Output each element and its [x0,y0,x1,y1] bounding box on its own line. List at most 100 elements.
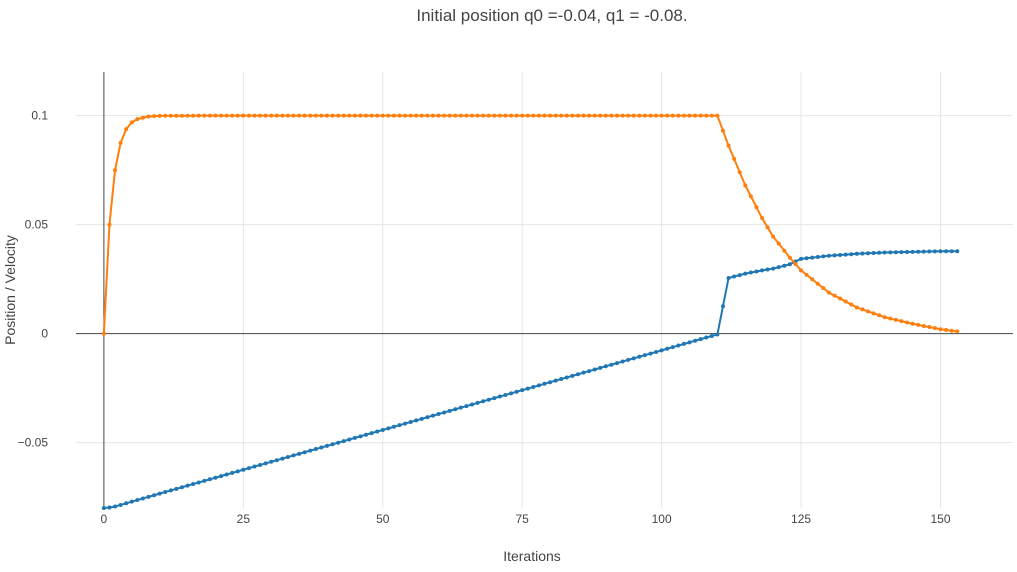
series-point [642,353,647,358]
series-point [916,322,921,327]
series-point [430,413,435,418]
series-point [665,346,670,351]
series-point [224,113,229,118]
series-point [274,458,279,463]
series-point [146,494,151,499]
series-point [113,168,118,173]
series-point [414,113,419,118]
series-point [542,113,547,118]
series-point [765,267,770,272]
series-point [101,506,106,510]
series-point [893,317,898,322]
series-point [910,321,915,326]
series-point [860,251,865,256]
series-point [854,251,859,256]
series-point [124,127,129,132]
series-point [291,113,296,118]
series-point [274,113,279,118]
series-point [191,113,196,118]
series-point [804,256,809,261]
series-point [838,296,843,301]
series-point [152,493,157,498]
series-point [492,113,497,118]
series-point [821,254,826,259]
x-tick-label: 50 [376,512,390,526]
series-point [810,255,815,260]
series-point [285,455,290,460]
series-point [408,420,413,424]
series-point [196,480,201,485]
series-point [308,448,313,453]
series-point [386,426,391,431]
series-point [877,313,882,318]
series-point [709,334,714,338]
series-point [391,424,396,429]
series-point [414,418,419,423]
series-point [252,113,257,118]
series-point [185,483,190,488]
series-point [129,499,134,504]
series-point [146,114,151,119]
series-point [748,194,753,199]
series-point [659,348,664,353]
x-tick-label: 25 [237,512,251,526]
series-point [263,461,268,466]
series-point [754,205,759,210]
series-point [698,337,703,342]
series-point [949,328,954,333]
series-point [124,501,129,506]
series-point [168,488,173,493]
series-point [955,249,960,254]
series-point [375,429,380,434]
series-point [587,113,592,118]
series-point [732,274,737,279]
series-point [302,450,307,455]
series-point [955,329,960,334]
series-point [620,359,625,364]
series-point [107,222,112,227]
series-point [319,445,324,450]
series-point [548,380,553,385]
series-point [575,372,580,377]
series-point [637,113,642,118]
series-point [693,113,698,118]
series-point [648,113,653,118]
series-point [843,299,848,304]
series-point [771,266,776,271]
series-point [163,113,168,118]
series-point [297,113,302,118]
series-point [821,286,826,291]
series-point [525,386,530,391]
series-point [815,254,820,259]
series-point [932,326,937,331]
series-point [447,113,452,118]
series-point [626,357,631,362]
series-point [469,113,474,118]
series-point [665,113,670,118]
series-point [776,265,781,270]
series-point [252,464,257,469]
x-tick-label: 100 [652,512,672,526]
series-point [949,249,954,254]
series-point [358,434,363,439]
series-point [230,113,235,118]
series-point [676,343,681,348]
series-point [531,384,536,389]
series-point [179,485,184,490]
series-point [899,250,904,255]
series-point [509,113,514,118]
series-point [765,225,770,230]
series-point [553,378,558,383]
series-point [520,113,525,118]
series-point [631,113,636,118]
series-point [882,315,887,320]
series-point [871,251,876,256]
series-point [570,113,575,118]
series-point [787,262,792,267]
series-point [503,392,508,397]
series-point [927,249,932,254]
series-point [297,451,302,456]
series-point [654,113,659,118]
series-point [475,400,480,405]
series-point [341,113,346,118]
